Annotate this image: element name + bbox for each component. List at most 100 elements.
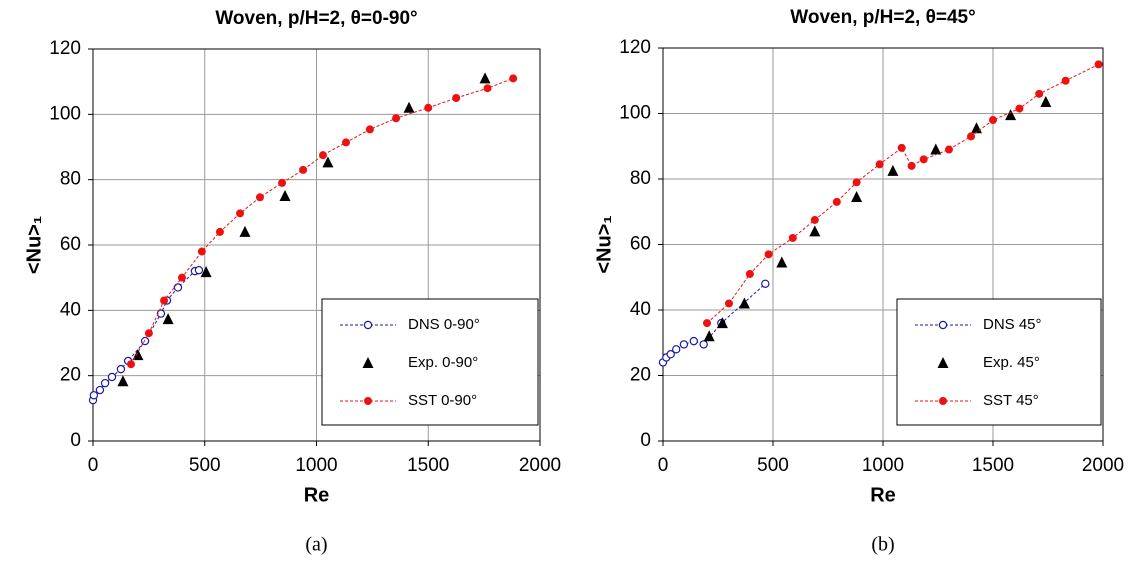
x-tick-label: 2000	[1082, 455, 1124, 476]
caption: (a)	[305, 534, 327, 556]
x-tick-label: 1500	[407, 455, 449, 476]
circle-marker	[452, 94, 461, 102]
circle-marker	[95, 385, 105, 395]
triangle-marker	[1040, 96, 1052, 108]
triangle-marker	[937, 357, 949, 368]
circle-marker	[89, 391, 99, 400]
triangle-marker	[117, 375, 129, 387]
chart: 0 20 40 60 80 100 120 0 500 1000 1500 2000 Woven, p/…	[593, 7, 1124, 556]
triangle-marker	[162, 313, 174, 325]
y-tick-label: 0	[640, 430, 651, 451]
triangle-marker	[738, 297, 750, 309]
triangle-marker	[776, 256, 788, 268]
x-tick-label: 500	[757, 455, 789, 476]
circle-marker	[761, 279, 770, 288]
circle-marker	[967, 132, 975, 141]
circle-marker	[1015, 104, 1024, 113]
circle-marker	[907, 161, 916, 170]
x-tick-label: 1000	[862, 455, 904, 476]
triangle-marker	[362, 357, 374, 368]
y-tick-label: 100	[49, 103, 81, 124]
circle-marker	[672, 345, 681, 354]
x-tick-label: 0	[658, 455, 669, 476]
triangle-marker	[930, 143, 942, 155]
circle-marker	[140, 336, 150, 346]
circle-marker	[173, 283, 183, 292]
caption: (b)	[871, 534, 894, 556]
circle-marker	[364, 397, 372, 405]
x-axis-label: Re	[870, 484, 896, 506]
circle-marker	[363, 320, 373, 330]
circle-marker	[1061, 76, 1070, 85]
plot-frame	[662, 47, 1104, 442]
circle-marker	[699, 340, 708, 349]
y-tick-label: 80	[630, 168, 651, 189]
triangle-marker	[851, 191, 863, 203]
triangle-marker	[200, 266, 212, 278]
plot-frame	[92, 48, 541, 442]
x-tick-label: 2000	[519, 455, 561, 476]
circle-marker	[365, 125, 374, 134]
triangle-marker	[239, 225, 251, 237]
circle-marker	[236, 209, 245, 218]
triangle-marker	[971, 122, 982, 134]
triangle-marker	[479, 72, 491, 84]
y-tick-label: 40	[60, 299, 81, 320]
circle-marker	[156, 309, 166, 318]
triangle-marker	[703, 330, 715, 342]
circle-marker	[875, 160, 884, 169]
legend-label: DNS 0-90°	[408, 316, 480, 333]
triangle-marker	[132, 349, 144, 361]
circle-marker	[689, 336, 699, 346]
circle-marker	[392, 114, 401, 123]
circle-marker	[810, 215, 819, 224]
circle-marker	[509, 74, 518, 83]
triangle-marker	[279, 190, 291, 201]
y-tick-label: 60	[630, 234, 651, 255]
circle-marker	[160, 296, 169, 305]
circle-marker	[938, 320, 948, 330]
circle-marker	[424, 103, 433, 112]
chart: 0 20 40 60 80 100 120 0 500 1000 1500 2000 Woven, p/…	[23, 8, 561, 556]
circle-marker	[945, 145, 953, 154]
circle-marker	[107, 372, 117, 382]
triangle-marker	[809, 225, 821, 237]
legend-box	[321, 298, 539, 426]
circle-marker	[666, 350, 675, 359]
legend-box	[896, 298, 1102, 426]
y-tick-label: 120	[619, 37, 651, 58]
y-tick-label: 80	[60, 169, 81, 190]
circle-marker	[278, 178, 287, 187]
series-line	[130, 77, 514, 365]
circle-marker	[342, 138, 351, 147]
circle-marker	[989, 116, 997, 125]
circle-marker	[897, 143, 906, 152]
x-tick-label: 1000	[295, 455, 337, 476]
circle-marker	[745, 269, 754, 278]
legend-label: DNS 45°	[983, 316, 1042, 333]
circle-marker	[764, 250, 773, 259]
circle-marker	[215, 227, 224, 236]
circle-marker	[832, 197, 841, 206]
circle-marker	[126, 360, 135, 369]
y-axis-label: <Nu>₁	[23, 216, 45, 274]
circle-marker	[255, 193, 264, 202]
circle-marker	[116, 364, 126, 374]
x-axis-label: Re	[304, 484, 330, 506]
triangle-marker	[403, 101, 415, 113]
legend-label: SST 45°	[983, 392, 1039, 409]
circle-marker	[299, 165, 308, 174]
x-tick-label: 1500	[972, 455, 1014, 476]
circle-marker	[194, 265, 204, 275]
circle-marker	[483, 84, 492, 93]
circle-marker	[679, 340, 689, 349]
circle-marker	[919, 155, 928, 164]
circle-marker	[725, 299, 733, 308]
circle-marker	[177, 273, 186, 282]
y-tick-label: 40	[630, 299, 651, 320]
circle-marker	[852, 178, 861, 187]
y-tick-label: 100	[619, 103, 651, 124]
y-tick-label: 0	[70, 430, 81, 451]
y-tick-label: 20	[60, 365, 81, 386]
